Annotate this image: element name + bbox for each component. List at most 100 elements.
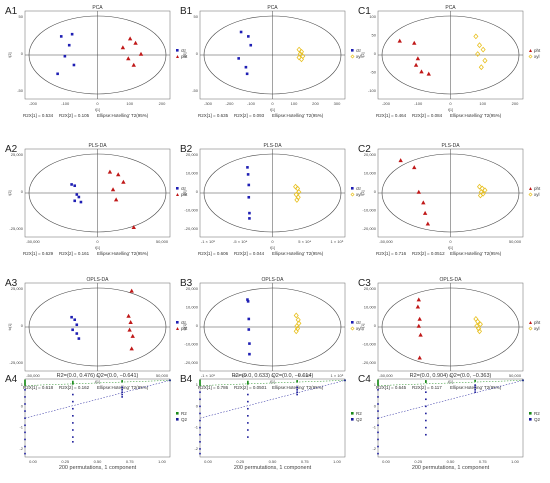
point-xyl: [476, 42, 483, 49]
panel-B1: B1 PCA -300 -200 -100 0 100 200 300 50 0 -50 t[1] t[2…: [180, 5, 362, 118]
point-Q2: [474, 389, 476, 391]
point-R2: [377, 384, 379, 386]
legend-swatch: [529, 418, 532, 421]
legend-label-Q2: Q2: [181, 417, 188, 422]
x-tick-label: -50,000: [26, 373, 40, 378]
caption-r2x2: R2X[2] = 0.084: [412, 113, 443, 118]
point-Q2: [296, 389, 298, 391]
y-tick-label: 0: [374, 323, 377, 328]
legend-swatch: [351, 187, 354, 190]
panel-label: A4: [5, 374, 18, 385]
y-tick-label: 0: [21, 51, 24, 56]
point-pht: [121, 179, 126, 184]
panel-label: A2: [5, 144, 18, 155]
point-Q2: [247, 400, 249, 403]
x-tick-label: 100: [479, 101, 486, 106]
x-tick-label: 0.25: [236, 459, 245, 464]
point-pht: [421, 200, 426, 205]
legend-label-xyl: xyl: [534, 54, 540, 59]
panel-C1: C1 PCA -200 -100 0 100 200 100 50 0 -50 -100 t[1] t[2…: [358, 5, 541, 118]
point-R2: [377, 381, 379, 384]
y-tick-label: 10,000: [186, 171, 199, 176]
x-tick-label: 200: [312, 101, 319, 106]
point-pht: [416, 297, 421, 302]
caption-ellipse: Ellipse:Hotelling' T2(95%): [97, 113, 149, 118]
panel-title: PLS-DA: [88, 143, 107, 149]
y-tick-label: -25,000: [9, 360, 23, 365]
x-tick-label: -100: [414, 101, 423, 106]
point-Q2: [24, 389, 26, 391]
point-ctr: [247, 35, 250, 38]
point-R2: [296, 380, 298, 383]
panel-title: PCA: [267, 5, 278, 11]
point-ctr: [75, 193, 79, 196]
r2-regression-line: [24, 380, 171, 386]
q2-regression-line: [377, 380, 524, 419]
point-R2: [24, 380, 26, 383]
point-Q2: [247, 436, 249, 438]
caption-r2x1: R2X[1] = 0.534: [23, 113, 54, 118]
legend-swatch: [529, 187, 532, 190]
point-Q2: [425, 405, 427, 408]
caption-r2x1: R2X[1] = 0.786: [198, 385, 229, 390]
point-Q2: [247, 429, 249, 431]
y-tick-label: -10,000: [362, 342, 376, 347]
panel-title: PCA: [445, 5, 456, 11]
y-tick-label: 50: [194, 14, 199, 19]
y-tick-label: -20,000: [362, 360, 376, 365]
point-ctr: [248, 342, 251, 345]
point-Q2: [377, 431, 379, 434]
point-Q2: [199, 391, 201, 393]
y-tick-label: 25,000: [11, 152, 24, 157]
caption-r2x2: R2X[2] = 0.044: [234, 251, 265, 256]
y-tick-label: 1: [196, 382, 199, 387]
point-Q2: [169, 379, 171, 382]
point-ctr: [248, 211, 251, 215]
point-Q2: [377, 438, 379, 441]
point-Q2: [247, 415, 249, 417]
point-pht: [120, 45, 126, 50]
point-pht: [127, 327, 132, 332]
point-ctr: [59, 35, 63, 38]
x-tick-label: 0: [96, 101, 99, 106]
point-Q2: [199, 448, 201, 450]
y-tick-label: 0: [374, 403, 377, 408]
point-ctr: [246, 298, 249, 301]
point-Q2: [199, 412, 201, 415]
point-ctr: [247, 317, 251, 321]
x-tick-label: 1 × 10⁵: [331, 373, 344, 378]
caption-r2x1: R2X[1] = 0.629: [23, 251, 54, 256]
point-pht: [113, 197, 119, 202]
point-Q2: [377, 452, 379, 455]
point-Q2: [199, 405, 201, 408]
y-tick-label: -10,000: [362, 208, 376, 213]
point-xyl: [296, 189, 302, 195]
point-Q2: [425, 433, 427, 436]
panel-C2: C2 PLS-DA -50,000 0 50,000 20,000 10,000 0 -10,0…: [358, 143, 541, 256]
y-tick-label: 20,000: [186, 152, 199, 157]
point-pht: [130, 333, 135, 338]
y-tick-label: 50: [372, 33, 377, 38]
x-tick-label: 300: [334, 101, 341, 106]
panel-label: B4: [180, 374, 193, 385]
legend-swatch: [528, 192, 533, 197]
x-tick-label: -1 × 10⁵: [201, 373, 216, 378]
x-tick-label: 0.50: [447, 459, 456, 464]
point-Q2: [24, 445, 26, 448]
point-pht: [415, 56, 421, 61]
point-pht: [416, 189, 421, 194]
point-Q2: [24, 424, 26, 427]
legend-label-Q2: Q2: [534, 417, 541, 422]
panel-label: C4: [358, 374, 371, 385]
point-Q2: [296, 391, 298, 393]
x-tick-label: 0: [449, 101, 452, 106]
point-ctr: [72, 63, 76, 67]
x-tick-label: 0: [449, 239, 452, 244]
point-Q2: [199, 452, 201, 455]
point-R2: [199, 380, 201, 383]
y-tick-label: -1: [194, 425, 198, 430]
legend-label-R2: R2: [181, 411, 187, 416]
point-xyl: [298, 56, 305, 63]
y-tick-label: 0: [196, 189, 199, 194]
point-Q2: [72, 441, 74, 443]
